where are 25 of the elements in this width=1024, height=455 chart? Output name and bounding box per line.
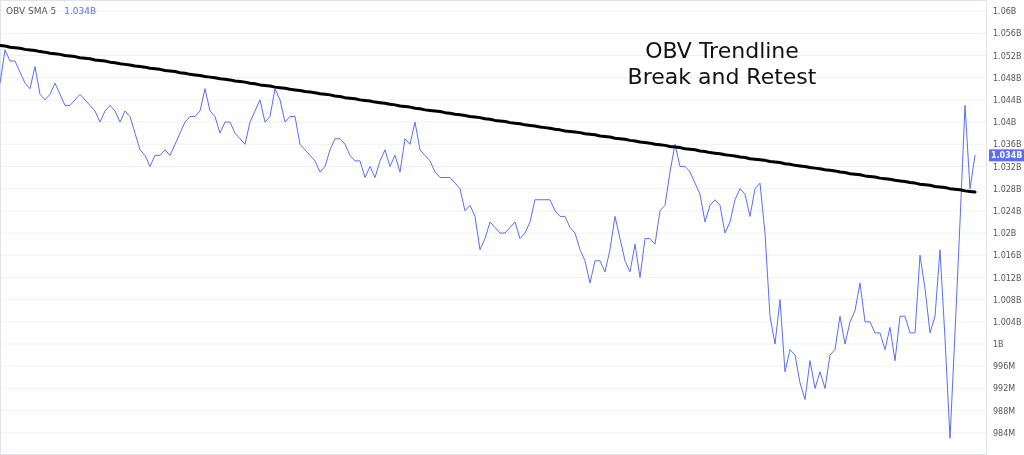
y-tick-label: 1.04B bbox=[993, 118, 1017, 128]
y-tick-label: 988M bbox=[993, 406, 1016, 416]
y-tick-label: 984M bbox=[993, 428, 1016, 438]
y-tick-label: 1.016B bbox=[993, 251, 1022, 261]
y-tick-label: 1.004B bbox=[993, 317, 1022, 327]
y-tick-label: 1.028B bbox=[993, 184, 1022, 194]
y-tick-label: 1.048B bbox=[993, 73, 1022, 83]
y-tick-label: 1B bbox=[993, 340, 1004, 350]
y-tick-label: 1.036B bbox=[993, 140, 1022, 150]
text: OBV SMA 5 bbox=[6, 6, 57, 16]
y-tick-label: 992M bbox=[993, 384, 1016, 394]
y-tick-label: 1.02B bbox=[993, 229, 1017, 239]
text: OBV Trendline Break and Retest bbox=[627, 38, 817, 89]
y-tick-label: 996M bbox=[993, 362, 1016, 372]
annotation: 1.034B bbox=[991, 151, 1023, 161]
y-tick-label: 1.052B bbox=[993, 51, 1022, 61]
y-tick-label: 1.012B bbox=[993, 273, 1022, 283]
y-tick-label: 1.044B bbox=[993, 95, 1022, 105]
y-tick-label: 1.032B bbox=[993, 162, 1022, 172]
y-tick-label: 1.008B bbox=[993, 295, 1022, 305]
y-tick-label: 1.056B bbox=[993, 29, 1022, 39]
annotation: 1.034B bbox=[64, 6, 97, 16]
line-series bbox=[0, 44, 977, 194]
y-tick-label: 1.024B bbox=[993, 206, 1022, 216]
y-tick-label: 1.06B bbox=[993, 7, 1017, 17]
